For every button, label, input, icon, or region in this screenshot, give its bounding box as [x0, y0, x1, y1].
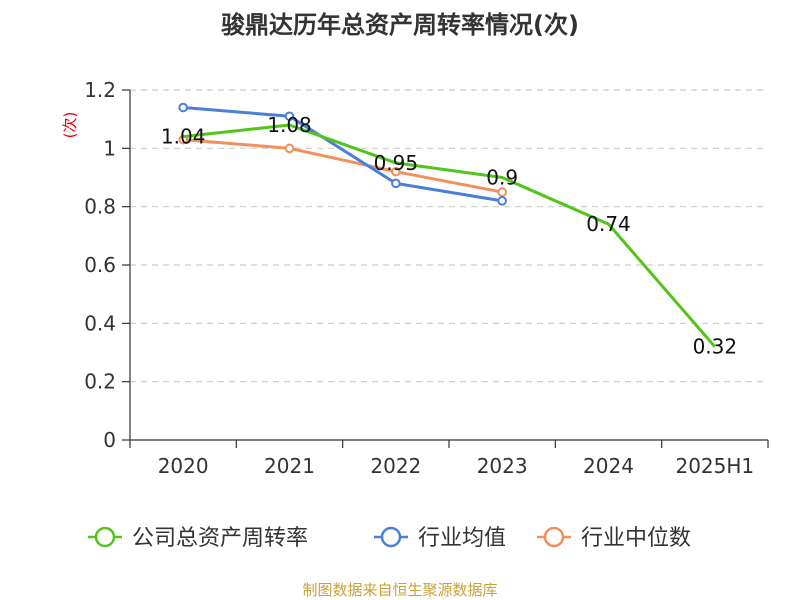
series-lines	[178, 102, 716, 348]
y-tick-label: 0.6	[84, 253, 116, 277]
y-tick-label: 0.8	[84, 195, 116, 219]
legend-item-0[interactable]: 公司总资产周转率	[88, 526, 308, 551]
data-label: 0.74	[586, 212, 631, 236]
y-tick-label: 1	[103, 136, 116, 160]
legend[interactable]: 公司总资产周转率 行业均值 行业中位数	[88, 526, 691, 551]
y-tick-label: 1.2	[84, 78, 116, 102]
y-tick-label: 0.2	[84, 370, 116, 394]
series-line-1	[183, 106, 503, 203]
data-point[interactable]	[497, 187, 507, 197]
legend-item-1[interactable]: 行业均值	[374, 526, 506, 551]
data-label: 0.9	[486, 166, 518, 190]
legend-label: 行业均值	[418, 526, 506, 551]
legend-label: 行业中位数	[581, 526, 691, 551]
x-tick-label: 2020	[158, 454, 209, 478]
y-tick-label: 0.4	[84, 311, 116, 335]
legend-label: 公司总资产周转率	[132, 526, 308, 551]
x-tick-label: 2024	[583, 454, 634, 478]
y-tick-label: 0	[103, 428, 116, 452]
source-note: 制图数据来自恒生聚源数据库	[302, 581, 497, 599]
legend-marker	[543, 526, 565, 548]
chart-title: 骏鼎达历年总资产周转率情况(次)	[221, 11, 579, 39]
axes	[122, 89, 769, 448]
data-label: 1.08	[267, 113, 312, 137]
legend-marker	[94, 526, 116, 548]
data-point[interactable]	[284, 143, 295, 154]
x-tick-label: 2022	[370, 454, 421, 478]
data-point[interactable]	[497, 196, 507, 206]
grid-lines	[130, 89, 768, 383]
legend-marker	[380, 526, 402, 548]
data-labels: 1.04 1.08 0.95 0.9 0.74 0.32	[161, 113, 737, 359]
series-line-2	[183, 138, 503, 194]
data-point[interactable]	[391, 178, 401, 189]
x-tick-label: 2023	[477, 454, 528, 478]
data-label: 1.04	[161, 125, 206, 149]
data-point[interactable]	[391, 166, 401, 177]
x-tick-label: 2025H1	[675, 454, 754, 478]
legend-item-2[interactable]: 行业中位数	[537, 526, 691, 551]
x-tick-label: 2021	[264, 454, 315, 478]
data-label: 0.95	[374, 151, 419, 175]
data-point[interactable]	[178, 102, 188, 113]
y-axis-label: (次)	[61, 112, 79, 139]
y-tick-labels: 0 0.2 0.4 0.6 0.8 1 1.2	[84, 78, 116, 452]
data-label: 0.32	[693, 335, 738, 359]
x-tick-labels: 2020 2021 2022 2023 2024 2025H1	[158, 454, 754, 478]
data-point[interactable]	[284, 111, 295, 122]
series-line-0	[183, 123, 716, 348]
